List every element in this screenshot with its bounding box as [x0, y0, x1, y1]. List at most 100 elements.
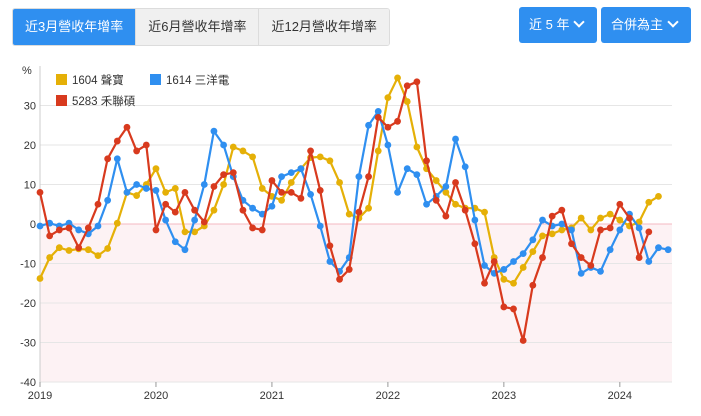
data-point[interactable] — [220, 181, 228, 188]
data-point[interactable] — [616, 216, 624, 224]
data-point[interactable] — [500, 303, 508, 311]
tab-3m-yoy[interactable]: 近3月營收年增率 — [13, 9, 137, 45]
data-point[interactable] — [577, 214, 585, 222]
data-point[interactable] — [287, 169, 295, 177]
data-point[interactable] — [374, 147, 382, 155]
data-point[interactable] — [548, 212, 556, 220]
data-point[interactable] — [181, 228, 189, 236]
data-point[interactable] — [181, 246, 189, 254]
data-point[interactable] — [142, 185, 150, 192]
data-point[interactable] — [75, 226, 83, 234]
data-point[interactable] — [568, 240, 575, 248]
data-point[interactable] — [558, 206, 566, 214]
data-point[interactable] — [384, 94, 392, 101]
data-point[interactable] — [316, 187, 324, 194]
data-point[interactable] — [171, 238, 179, 246]
data-point[interactable] — [278, 196, 285, 204]
data-point[interactable] — [500, 266, 508, 273]
data-point[interactable] — [113, 137, 121, 145]
data-point[interactable] — [587, 262, 595, 269]
data-point[interactable] — [36, 189, 44, 196]
data-point[interactable] — [568, 226, 575, 234]
data-point[interactable] — [355, 208, 363, 216]
data-point[interactable] — [278, 189, 285, 196]
data-point[interactable] — [606, 210, 614, 218]
data-point[interactable] — [113, 219, 121, 227]
data-point[interactable] — [452, 200, 459, 208]
data-point[interactable] — [316, 222, 324, 230]
data-point[interactable] — [645, 258, 653, 265]
data-point[interactable] — [510, 258, 517, 265]
data-point[interactable] — [210, 127, 218, 135]
data-point[interactable] — [287, 179, 295, 186]
data-point[interactable] — [616, 226, 624, 234]
data-point[interactable] — [500, 275, 508, 283]
data-point[interactable] — [432, 196, 440, 204]
data-point[interactable] — [191, 206, 199, 214]
data-point[interactable] — [481, 279, 488, 287]
data-point[interactable] — [249, 204, 256, 212]
data-point[interactable] — [181, 189, 189, 196]
data-point[interactable] — [403, 82, 411, 90]
data-point[interactable] — [655, 192, 662, 200]
data-point[interactable] — [635, 224, 643, 232]
data-point[interactable] — [171, 208, 179, 216]
data-point[interactable] — [452, 179, 459, 186]
data-point[interactable] — [123, 189, 131, 196]
data-point[interactable] — [258, 185, 266, 192]
data-point[interactable] — [220, 171, 228, 179]
data-point[interactable] — [403, 165, 411, 173]
data-point[interactable] — [548, 230, 556, 238]
data-point[interactable] — [577, 254, 585, 261]
data-point[interactable] — [655, 244, 662, 252]
data-point[interactable] — [558, 226, 566, 234]
data-point[interactable] — [104, 245, 112, 252]
data-point[interactable] — [529, 248, 537, 256]
data-point[interactable] — [626, 214, 633, 222]
data-point[interactable] — [461, 163, 469, 171]
data-point[interactable] — [84, 224, 92, 232]
data-point[interactable] — [307, 147, 314, 155]
data-point[interactable] — [133, 147, 141, 155]
data-point[interactable] — [606, 224, 614, 232]
data-point[interactable] — [142, 141, 150, 149]
data-point[interactable] — [539, 232, 546, 240]
data-point[interactable] — [94, 252, 102, 259]
data-point[interactable] — [452, 135, 459, 143]
data-point[interactable] — [481, 208, 488, 216]
data-point[interactable] — [152, 226, 160, 234]
data-point[interactable] — [200, 218, 208, 226]
data-point[interactable] — [490, 258, 498, 265]
data-point[interactable] — [258, 226, 266, 234]
data-point[interactable] — [268, 202, 276, 210]
period-dropdown[interactable]: 近 5 年 — [519, 7, 597, 43]
data-point[interactable] — [442, 189, 450, 196]
data-point[interactable] — [616, 200, 624, 208]
data-point[interactable] — [152, 165, 160, 173]
data-point[interactable] — [326, 157, 334, 165]
data-point[interactable] — [210, 206, 218, 214]
data-point[interactable] — [123, 123, 131, 131]
data-point[interactable] — [345, 266, 353, 273]
data-point[interactable] — [210, 183, 218, 190]
data-point[interactable] — [597, 214, 604, 222]
data-point[interactable] — [104, 155, 112, 163]
data-point[interactable] — [510, 305, 517, 313]
data-point[interactable] — [519, 264, 527, 271]
scope-dropdown[interactable]: 合併為主 — [601, 7, 691, 43]
data-point[interactable] — [65, 247, 73, 254]
data-point[interactable] — [307, 190, 314, 198]
data-point[interactable] — [355, 173, 363, 181]
data-point[interactable] — [249, 153, 256, 161]
data-point[interactable] — [65, 219, 73, 227]
data-point[interactable] — [461, 206, 469, 214]
data-point[interactable] — [36, 222, 44, 230]
data-point[interactable] — [133, 181, 141, 188]
data-point[interactable] — [316, 153, 324, 161]
data-point[interactable] — [36, 275, 44, 282]
data-point[interactable] — [336, 275, 343, 283]
data-point[interactable] — [413, 171, 421, 179]
data-point[interactable] — [278, 173, 285, 181]
data-point[interactable] — [645, 198, 653, 206]
data-point[interactable] — [268, 177, 276, 184]
